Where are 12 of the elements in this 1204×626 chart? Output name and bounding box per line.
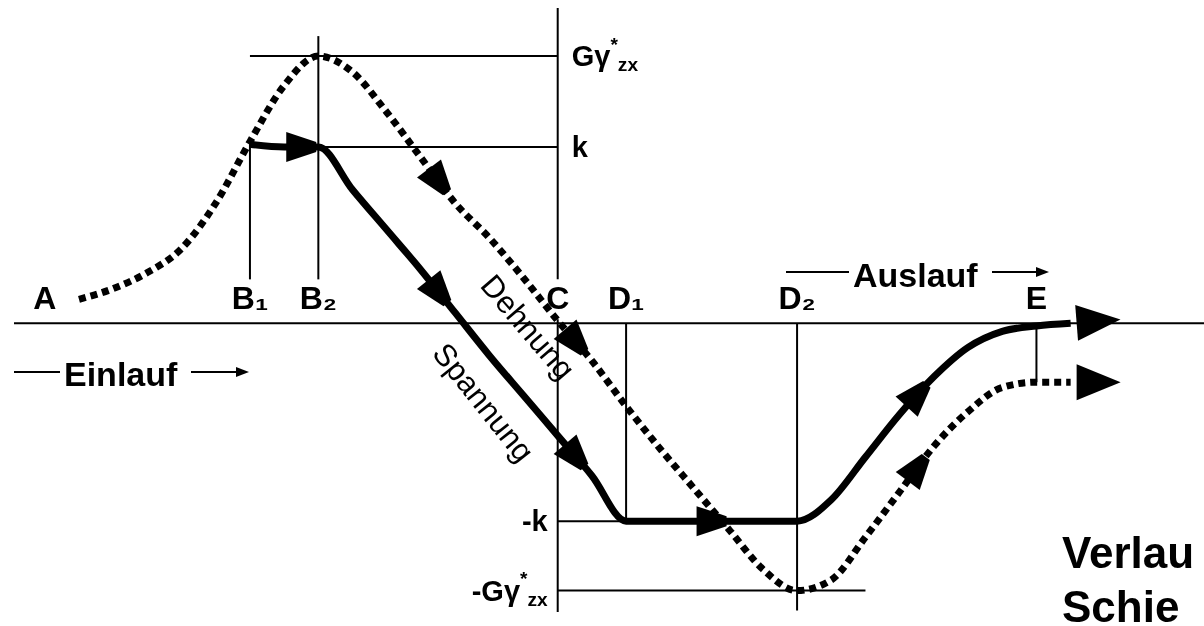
x-tick-label: B₁: [231, 280, 269, 317]
annotation: Auslauf: [853, 256, 979, 294]
annotation: Verlau: [1062, 528, 1195, 577]
annotation: Einlauf: [64, 355, 179, 393]
x-tick-label: B₂: [299, 280, 337, 317]
x-tick-label: D₁: [607, 280, 645, 317]
x-tick-label: D₂: [778, 280, 816, 317]
x-tick-label: A: [33, 280, 57, 317]
ref-line-label: -k: [521, 505, 549, 538]
x-tick-label: E: [1025, 280, 1048, 317]
ref-line-label: k: [571, 130, 589, 163]
annotation: Schie: [1062, 582, 1180, 626]
